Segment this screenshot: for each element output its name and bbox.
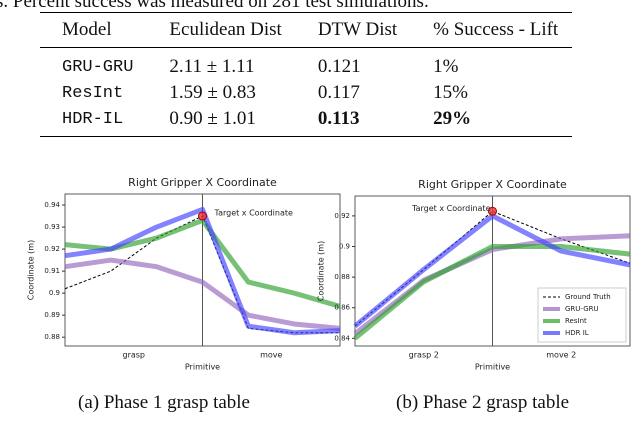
legend-label: ResInt	[565, 317, 587, 325]
y-tick-label: 0.94	[44, 201, 60, 209]
y-tick-label: 0.92	[334, 212, 350, 220]
y-axis-label: Coordinate (m)	[27, 240, 36, 300]
x-tick-label: move	[260, 351, 282, 360]
legend-label: GRU-GRU	[565, 305, 599, 313]
y-tick-label: 0.92	[44, 245, 60, 253]
cell: 2.11 ± 1.11	[169, 56, 255, 77]
chart-title: Right Gripper X Coordinate	[128, 176, 277, 189]
series-line	[64, 257, 341, 331]
y-tick-label: 0.86	[334, 304, 350, 312]
cell: 0.117	[317, 82, 360, 103]
row: HDR-IL 0.90 ± 1.01 0.113 29%	[40, 106, 573, 137]
target-marker	[198, 211, 207, 221]
y-tick-label: 0.84	[334, 334, 350, 342]
header-cell: % Success - Lift	[433, 19, 559, 40]
x-tick-label: move 2	[546, 351, 576, 360]
legend-label: HDR IL	[565, 329, 589, 337]
target-marker	[488, 206, 497, 216]
header-row: Model Eculidean Dist DTW Dist % Success …	[40, 12, 573, 48]
row: ResInt 1.59 ± 0.83 0.117 15%	[40, 80, 572, 106]
cell: 15%	[433, 82, 468, 103]
caption: s. Percent success was measured on 281 t…	[0, 0, 429, 12]
cell: ResInt	[62, 83, 124, 103]
cell: 0.121	[317, 56, 361, 77]
header-cell: DTW Dist	[317, 19, 398, 40]
y-tick-label: 0.9	[49, 289, 60, 297]
x-axis-label: Primitive	[475, 363, 510, 372]
header-cell: Model	[62, 19, 112, 40]
y-tick-label: 0.88	[334, 273, 350, 281]
y-tick-label: 0.89	[44, 311, 60, 319]
y-tick-label: 0.91	[44, 267, 60, 275]
cell: 0.113	[317, 108, 360, 129]
results-table: Model Eculidean Dist DTW Dist % Success …	[40, 12, 573, 137]
cell: GRU-GRU	[62, 57, 134, 77]
series-line	[353, 244, 631, 341]
legend-label: Ground Truth	[565, 293, 611, 301]
x-tick-label: grasp	[122, 351, 145, 360]
x-tick-label: grasp 2	[409, 351, 439, 360]
y-tick-label: 0.9	[339, 243, 350, 251]
row: GRU-GRU 2.11 ± 1.11 0.121 1%	[40, 48, 572, 81]
y-axis-label: Coordinate (m)	[317, 241, 326, 301]
cell: 1.59 ± 0.83	[169, 82, 256, 103]
subcaption: (a) Phase 1 grasp table	[78, 392, 250, 413]
annotation: Target x Coordinate	[214, 209, 294, 218]
annotation: Target x Coordinate	[411, 204, 491, 213]
series-line	[353, 213, 631, 329]
cell: 0.90 ± 1.01	[169, 108, 256, 129]
cell: 1%	[433, 56, 459, 77]
y-tick-label: 0.93	[44, 223, 60, 231]
x-axis-label: Primitive	[185, 363, 220, 372]
subcaption: (b) Phase 2 grasp table	[396, 392, 570, 413]
cell: 29%	[433, 108, 472, 129]
header-cell: Eculidean Dist	[169, 19, 282, 40]
y-tick-label: 0.88	[44, 333, 60, 341]
cell: HDR-IL	[62, 109, 124, 129]
series-line	[64, 206, 341, 336]
chart-title: Right Gripper X Coordinate	[418, 178, 567, 191]
